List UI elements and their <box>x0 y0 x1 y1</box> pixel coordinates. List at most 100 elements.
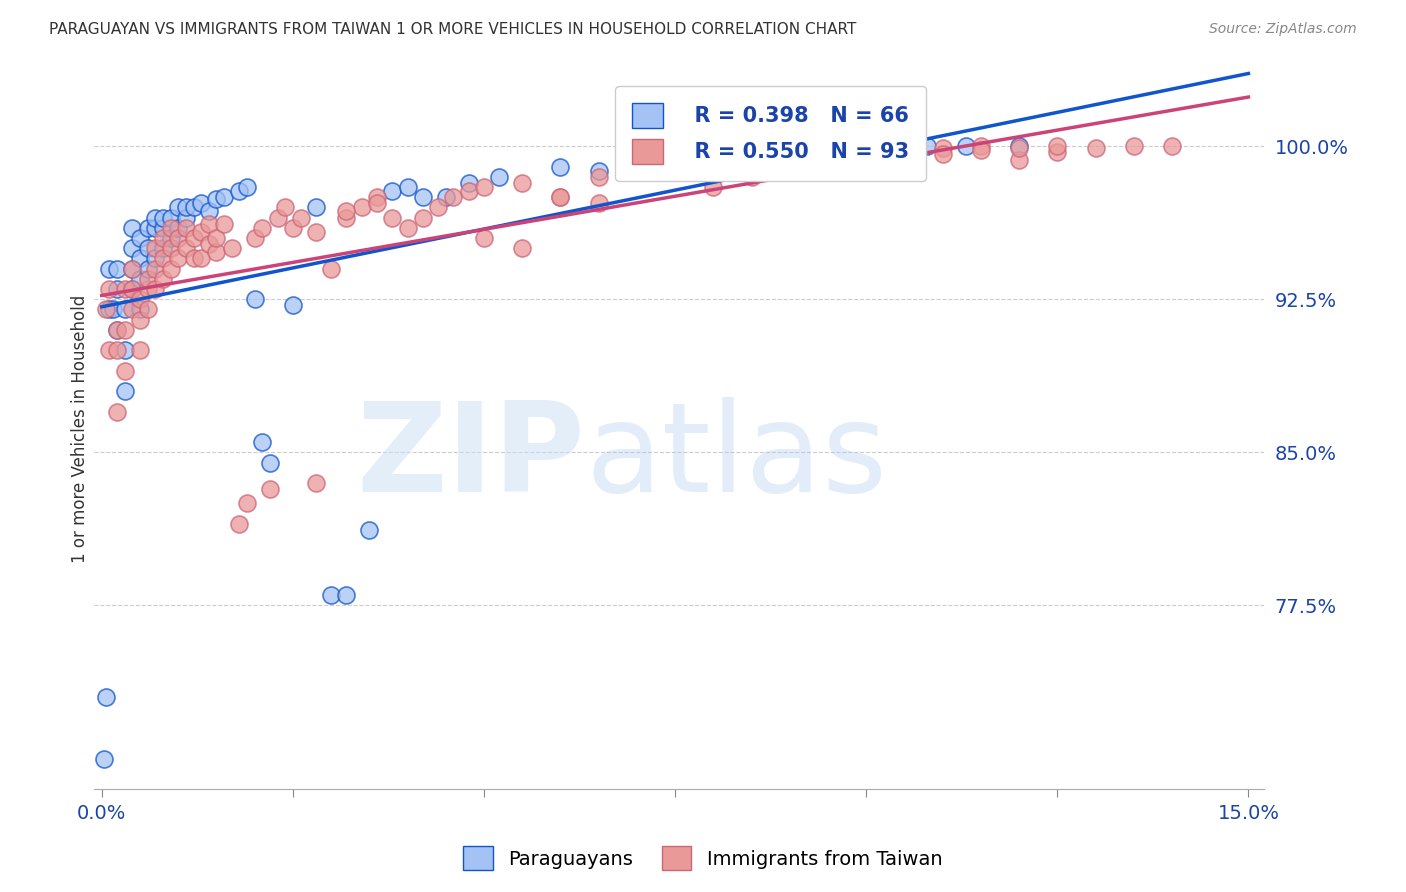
Point <box>129 343 152 358</box>
Point <box>510 176 533 190</box>
Point <box>427 200 450 214</box>
Point <box>159 231 181 245</box>
Point <box>664 160 686 174</box>
Point <box>434 190 457 204</box>
Point <box>129 231 152 245</box>
Point <box>114 282 136 296</box>
Point <box>190 252 212 266</box>
Point <box>305 200 328 214</box>
Text: ZIP: ZIP <box>357 397 585 518</box>
Point <box>174 241 197 255</box>
Point <box>121 261 143 276</box>
Point <box>198 237 221 252</box>
Point <box>550 190 572 204</box>
Point <box>741 147 763 161</box>
Point <box>236 496 259 510</box>
Point <box>152 252 174 266</box>
Point <box>1008 139 1031 153</box>
Point <box>152 241 174 255</box>
Point <box>779 160 801 174</box>
Point <box>702 149 724 163</box>
Point <box>228 184 250 198</box>
Point <box>205 245 228 260</box>
Point <box>94 690 117 705</box>
Point <box>136 302 159 317</box>
Point <box>855 149 877 163</box>
Point <box>243 292 266 306</box>
Point <box>105 343 128 358</box>
Point <box>550 190 572 204</box>
Point <box>105 404 128 418</box>
Point <box>281 220 304 235</box>
Point <box>243 231 266 245</box>
Point <box>129 292 152 306</box>
Point <box>198 217 221 231</box>
Point <box>159 220 181 235</box>
Point <box>98 282 121 296</box>
Point <box>167 231 190 245</box>
Point <box>174 200 197 214</box>
Point <box>396 220 419 235</box>
Point <box>359 523 381 537</box>
Point <box>190 225 212 239</box>
Point <box>167 220 190 235</box>
Point <box>174 211 197 225</box>
Point <box>152 231 174 245</box>
Text: PARAGUAYAN VS IMMIGRANTS FROM TAIWAN 1 OR MORE VEHICLES IN HOUSEHOLD CORRELATION: PARAGUAYAN VS IMMIGRANTS FROM TAIWAN 1 O… <box>49 22 856 37</box>
Point <box>94 302 117 317</box>
Point <box>93 751 115 765</box>
Point <box>381 211 404 225</box>
Point <box>114 364 136 378</box>
Point <box>305 225 328 239</box>
Legend: Paraguayans, Immigrants from Taiwan: Paraguayans, Immigrants from Taiwan <box>456 838 950 878</box>
Point <box>741 169 763 184</box>
Point <box>488 169 510 184</box>
Point <box>143 211 166 225</box>
Point <box>412 190 434 204</box>
Point <box>221 241 243 255</box>
Point <box>893 143 915 157</box>
Point <box>159 211 181 225</box>
Point <box>121 302 143 317</box>
Point <box>1122 139 1144 153</box>
Point <box>1084 141 1107 155</box>
Point <box>1046 145 1069 160</box>
Point <box>212 190 235 204</box>
Point <box>457 176 479 190</box>
Point <box>472 180 495 194</box>
Point <box>103 302 125 317</box>
Point <box>236 180 259 194</box>
Point <box>183 200 205 214</box>
Point <box>817 153 839 168</box>
Point <box>143 261 166 276</box>
Point <box>174 220 197 235</box>
Point <box>152 272 174 286</box>
Point <box>457 184 479 198</box>
Point <box>1161 139 1184 153</box>
Point <box>105 323 128 337</box>
Point <box>114 302 136 317</box>
Point <box>114 384 136 398</box>
Point <box>198 204 221 219</box>
Point <box>931 141 953 155</box>
Point <box>136 282 159 296</box>
Point <box>228 516 250 531</box>
Point <box>205 231 228 245</box>
Point <box>212 217 235 231</box>
Point <box>335 211 357 225</box>
Point <box>366 190 388 204</box>
Point <box>1008 153 1031 168</box>
Point <box>931 147 953 161</box>
Point <box>366 196 388 211</box>
Point <box>114 323 136 337</box>
Point <box>98 261 121 276</box>
Point <box>550 160 572 174</box>
Point <box>893 155 915 169</box>
Point <box>626 155 648 169</box>
Point <box>335 204 357 219</box>
Point <box>136 220 159 235</box>
Point <box>129 272 152 286</box>
Point <box>588 169 610 184</box>
Point <box>252 435 274 450</box>
Point <box>183 252 205 266</box>
